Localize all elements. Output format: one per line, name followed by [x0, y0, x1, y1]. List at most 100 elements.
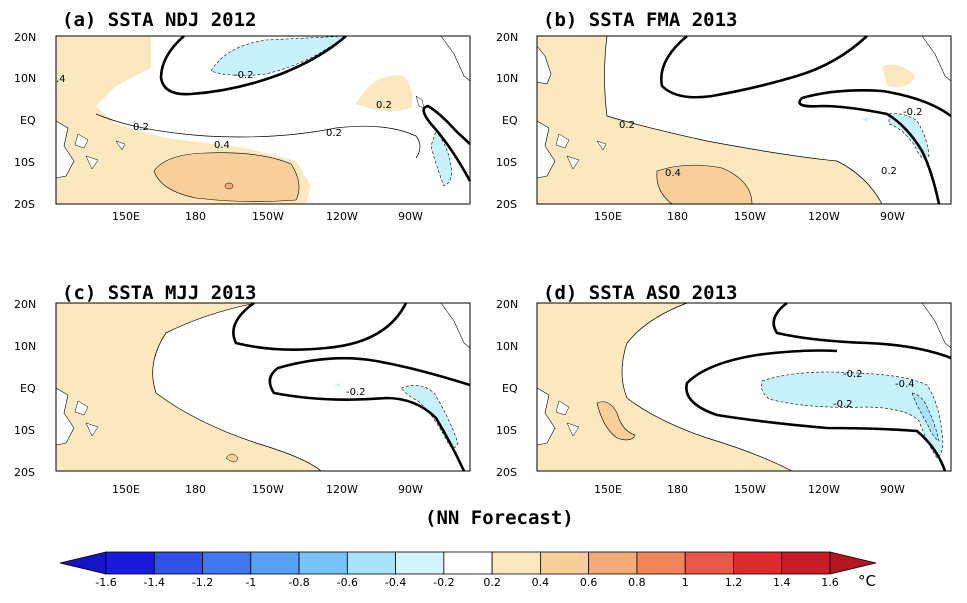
map-frame — [55, 35, 471, 205]
colorbar-box — [684, 551, 734, 575]
colorbar-box — [588, 551, 638, 575]
colorbar-box — [202, 551, 252, 575]
lat-tick: 20S — [14, 466, 35, 479]
cool-region — [334, 383, 340, 387]
contour-label: -0.2 — [346, 387, 366, 398]
lon-tick: 120W — [808, 483, 840, 496]
lat-tick: EQ — [20, 382, 36, 395]
lat-axis: 20N 10N EQ 10S 20S — [496, 31, 518, 211]
lon-tick: 150E — [112, 210, 140, 223]
contour-label: 0.2 — [881, 166, 897, 177]
panel-c: (c) SSTA MJJ 2013 -0.2 20N 10N EQ 10S — [14, 282, 471, 496]
zero-contour — [268, 356, 471, 472]
contour-label: -0.2 — [903, 107, 923, 118]
colorbar-box — [346, 551, 397, 575]
lat-tick: 10S — [14, 424, 35, 437]
lon-tick: 120W — [326, 210, 358, 223]
contour-02 — [95, 113, 421, 159]
contour-label: 0.2 — [376, 100, 392, 111]
lat-tick: 10S — [496, 156, 517, 169]
colorbar-high-arrow — [829, 551, 877, 575]
lon-tick: 150W — [734, 483, 766, 496]
lon-tick: 90W — [398, 210, 423, 223]
contour-label: -0.4 — [895, 379, 915, 390]
warm-region — [537, 36, 882, 204]
lon-tick: 120W — [808, 210, 840, 223]
map-frame — [536, 35, 952, 205]
warm-spot — [224, 182, 234, 190]
colorbar-tick-label: 0.2 — [483, 576, 501, 589]
cool-region — [210, 35, 348, 76]
lat-tick: 10N — [14, 340, 36, 353]
lat-tick: 20S — [496, 198, 517, 211]
contour-label: 0.2 — [133, 122, 149, 133]
lon-tick: 90W — [880, 210, 905, 223]
colorbar-tick-label: 0.8 — [628, 576, 646, 589]
land-outline — [555, 133, 607, 170]
lat-axis: 20N 10N EQ 10S 20S — [14, 31, 36, 211]
land-outline — [415, 95, 425, 109]
colorbar-box — [250, 551, 300, 575]
colorbar-tick-label: 0.4 — [532, 576, 550, 589]
lat-tick: 10N — [496, 72, 518, 85]
land-outline — [74, 400, 99, 437]
warm-region — [356, 75, 413, 112]
panel-d: (d) SSTA ASO 2013 -0.2 -0.4 -0.2 20N 10N — [496, 282, 952, 496]
colorbar-boxes — [105, 551, 831, 575]
colorbar-box — [636, 551, 686, 575]
panel-c-title: (c) SSTA MJJ 2013 — [62, 282, 256, 304]
colorbar-unit: °C — [858, 572, 876, 590]
contour-02 — [152, 302, 322, 472]
warm-region — [882, 64, 915, 88]
colorbar-tick-label: 1 — [682, 576, 689, 589]
colorbar-tick-label: 1.6 — [821, 576, 839, 589]
colorbar-box — [153, 551, 203, 575]
colorbar-box — [105, 551, 155, 575]
colorbar-box — [395, 551, 445, 575]
contour-label: 0.2 — [619, 120, 635, 131]
colorbar: -1.6 -1.4 -1.2 -1 -0.8 -0.6 -0.4 -0.2 0.2 0.4 0.6 0… — [59, 551, 877, 590]
lat-tick: 10N — [14, 72, 36, 85]
lat-tick: 10S — [14, 156, 35, 169]
lon-tick: 180 — [185, 210, 206, 223]
cool-region-04 — [911, 392, 940, 442]
colorbar-tick-label: 1.2 — [725, 576, 743, 589]
lat-tick: 10S — [496, 424, 517, 437]
lon-axis: 150E 180 150W 120W 90W — [112, 483, 423, 496]
cool-region — [861, 118, 869, 122]
contour-label: -0.2 — [234, 70, 254, 81]
colorbar-tick-label: -1 — [245, 576, 256, 589]
lon-tick: 180 — [667, 210, 688, 223]
lat-tick: 20N — [14, 298, 36, 311]
colorbar-tick-label: -0.8 — [288, 576, 309, 589]
colorbar-tick-label: 0.6 — [580, 576, 598, 589]
zero-contour — [685, 349, 947, 472]
panel-b: (b) SSTA FMA 2013 0.2 0.4 -0.2 0.2 — [496, 9, 952, 223]
land-outline — [74, 133, 126, 170]
colorbar-box — [540, 551, 590, 575]
warm-region — [537, 303, 792, 471]
panel-b-title: (b) SSTA FMA 2013 — [543, 9, 737, 31]
warm-region — [56, 303, 321, 471]
lon-tick: 90W — [880, 483, 905, 496]
warm-region-04 — [656, 164, 753, 205]
warm-region-04 — [596, 401, 636, 441]
zero-contour — [422, 104, 472, 182]
colorbar-tick-label: 1.4 — [773, 576, 791, 589]
contour-label: 0.2 — [326, 128, 342, 139]
map-frame — [536, 302, 952, 472]
contour-label: -0.2 — [843, 369, 863, 380]
contour-label: .4 — [56, 74, 66, 85]
colorbar-box — [443, 551, 493, 575]
lon-tick: 90W — [398, 483, 423, 496]
cool-region — [761, 371, 944, 459]
lon-tick: 150E — [112, 483, 140, 496]
colorbar-tick-label: -1.6 — [95, 576, 116, 589]
colorbar-tick-label: -0.2 — [433, 576, 454, 589]
warm-region-04 — [153, 152, 300, 202]
lat-tick: EQ — [502, 382, 518, 395]
lat-tick: 20N — [496, 31, 518, 44]
zero-contour — [798, 89, 952, 205]
map-frame — [55, 302, 471, 472]
colorbar-low-arrow — [59, 551, 107, 575]
